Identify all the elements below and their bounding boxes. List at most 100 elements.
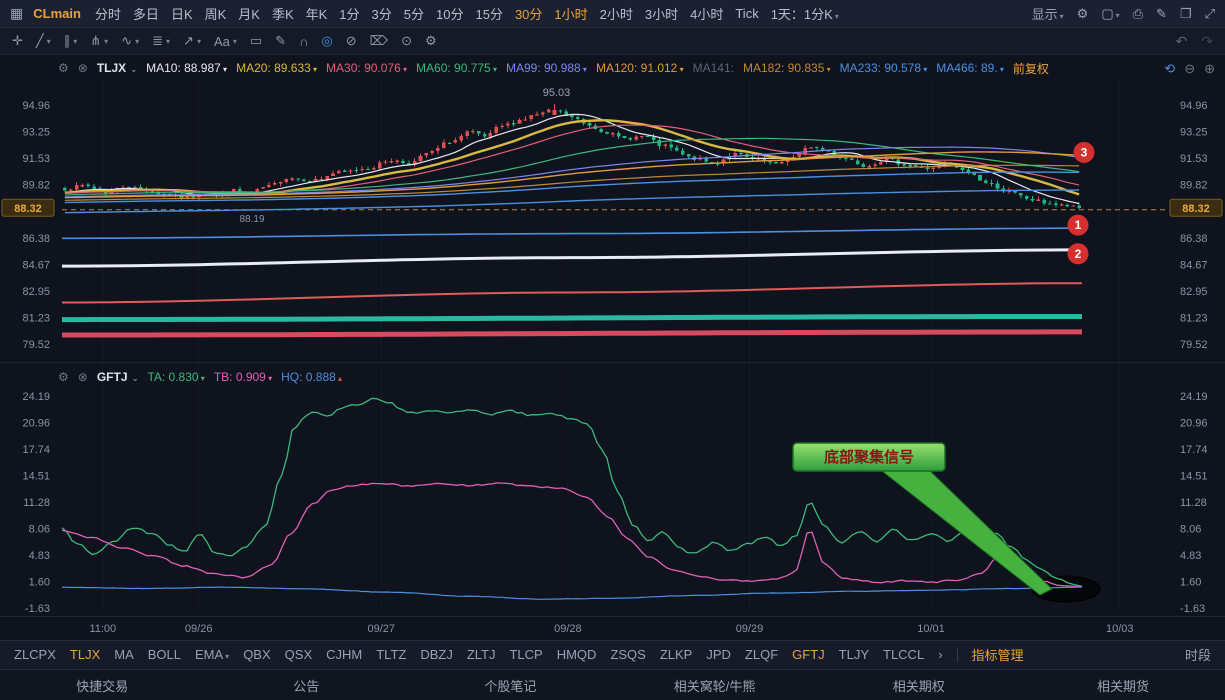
indicator-tab-19[interactable]: TLJY <box>839 647 869 662</box>
timeframe-item-4[interactable]: 周K <box>205 4 227 23</box>
brush-tool[interactable]: ✎ <box>275 33 286 49</box>
draw-mode-tool[interactable]: ◎ <box>321 33 332 49</box>
timeframe-item-5[interactable]: 月K <box>238 4 260 23</box>
magnet-tool[interactable]: ∩ <box>299 34 308 49</box>
indicator-tab-5[interactable]: EMA▾ <box>195 647 229 662</box>
adjust-mode-label[interactable]: 前复权 <box>1013 60 1049 77</box>
tabs-more-chevron[interactable]: › <box>938 647 942 662</box>
ma-readout-4[interactable]: MA60: 90.775 ▾ <box>416 61 497 75</box>
ma-readout-6[interactable]: MA120: 91.012 ▾ <box>596 61 684 75</box>
undo-icon[interactable]: ↶ <box>1176 33 1188 50</box>
ma-readout-3[interactable]: MA30: 90.076 ▾ <box>326 61 407 75</box>
delete-drawings-tool[interactable]: ⌦ <box>370 33 388 49</box>
indicator-tab-3[interactable]: MA <box>114 647 134 662</box>
ma-readout-2[interactable]: MA20: 89.633 ▾ <box>236 61 317 75</box>
timeframe-item-7[interactable]: 年K <box>306 4 328 23</box>
gftj-readout-2[interactable]: TB: 0.909 ▾ <box>214 370 272 384</box>
indicator-tab-13[interactable]: HMQD <box>557 647 597 662</box>
indicator-tab-22[interactable]: 指标管理 <box>972 645 1024 664</box>
multi-panel-icon[interactable]: ❐ <box>1180 6 1192 22</box>
price-indicator-name[interactable]: TLJX ⌄ <box>97 61 137 75</box>
timeframe-item-1[interactable]: 分时 <box>95 4 121 23</box>
status-quick-trade[interactable]: 快捷交易 <box>0 676 204 695</box>
price-y-axis[interactable]: 94.9694.9693.2593.2591.5391.5389.8289.82… <box>22 100 1207 351</box>
indicator-tab-18[interactable]: GFTJ <box>792 647 825 662</box>
panel-settings-icon[interactable]: ⚙ <box>58 370 69 384</box>
trendline-tool[interactable]: ╱▾ <box>36 33 51 49</box>
panel-remove-icon[interactable]: ⊗ <box>78 370 88 384</box>
chart-canvas[interactable]: 94.9694.9693.2593.2591.5391.5389.8289.82… <box>0 55 1225 640</box>
indicator-tab-7[interactable]: QSX <box>285 647 312 662</box>
maximize-panel-icon[interactable]: ⊕ <box>1204 61 1215 77</box>
timeframe-item-18[interactable]: Tick <box>735 6 758 21</box>
timeframe-item-14[interactable]: 1小时 <box>554 4 587 23</box>
hide-drawings-tool[interactable]: ⊘ <box>346 33 357 49</box>
indicator-tab-11[interactable]: ZLTJ <box>467 647 496 662</box>
indicator-tab-15[interactable]: ZLKP <box>660 647 693 662</box>
ma-readout-8[interactable]: MA182: 90.835 ▾ <box>743 61 831 75</box>
shapes-tool[interactable]: ≣▾ <box>152 33 170 49</box>
status-futures[interactable]: 相关期货 <box>1021 676 1225 695</box>
status-warrants-cbbc[interactable]: 相关窝轮/牛熊 <box>613 676 817 695</box>
arrow-mark-tool[interactable]: ↗▾ <box>183 33 201 49</box>
channel-tool[interactable]: ∥▾ <box>64 33 78 49</box>
ma-readout-7[interactable]: MA141: <box>693 61 734 75</box>
timeframe-item-17[interactable]: 4小时 <box>690 4 723 23</box>
draw-edit-icon[interactable]: ✎ <box>1156 6 1167 22</box>
symbol-label[interactable]: CLmain <box>33 6 81 21</box>
timeframe-item-6[interactable]: 季K <box>272 4 294 23</box>
text-tool[interactable]: Aa▾ <box>214 34 237 49</box>
ma-readout-1[interactable]: MA10: 88.987 ▾ <box>146 61 227 75</box>
compare-tool[interactable]: ⊙ <box>401 33 412 49</box>
indicator-tab-16[interactable]: JPD <box>706 647 731 662</box>
indicator-tab-4[interactable]: BOLL <box>148 647 181 662</box>
gftj-readout-3[interactable]: HQ: 0.888 ▴ <box>281 370 342 384</box>
timeframe-item-19[interactable]: 1天：1分K▾ <box>771 4 839 23</box>
panel-remove-icon[interactable]: ⊗ <box>78 61 88 75</box>
indicator-tab-12[interactable]: TLCP <box>509 647 542 662</box>
settings-gear-icon[interactable]: ⚙ <box>1077 6 1089 22</box>
timeframe-item-2[interactable]: 多日 <box>133 4 159 23</box>
timeframe-item-10[interactable]: 5分 <box>404 4 424 23</box>
timeframe-item-13[interactable]: 30分 <box>515 4 542 23</box>
timeframe-item-11[interactable]: 10分 <box>436 4 463 23</box>
redo-icon[interactable]: ↷ <box>1201 33 1213 50</box>
move-tool[interactable]: ✛ <box>12 33 23 49</box>
app-logo-icon[interactable]: ▦ <box>10 5 23 22</box>
timeframe-item-12[interactable]: 15分 <box>475 4 502 23</box>
sub-indicator-name[interactable]: GFTJ ⌄ <box>97 370 139 384</box>
reset-zoom-icon[interactable]: ⟲ <box>1164 61 1175 77</box>
timeframe-item-9[interactable]: 3分 <box>372 4 392 23</box>
indicator-tab-6[interactable]: QBX <box>243 647 270 662</box>
status-options[interactable]: 相关期权 <box>817 676 1021 695</box>
pitchfork-tool[interactable]: ⋔▾ <box>90 33 108 49</box>
layout-select[interactable]: ▢▾ <box>1101 6 1119 22</box>
gftj-readout-1[interactable]: TA: 0.830 ▾ <box>147 370 204 384</box>
indicator-tab-2[interactable]: TLJX <box>70 647 100 662</box>
collapse-panel-icon[interactable]: ⊖ <box>1184 61 1195 77</box>
timeframe-item-8[interactable]: 1分 <box>339 4 359 23</box>
screenshot-camera-icon[interactable]: ⎙ <box>1133 6 1143 22</box>
comment-tool[interactable]: ▭ <box>250 33 262 49</box>
indicator-tab-9[interactable]: TLTZ <box>376 647 406 662</box>
indicator-tab-8[interactable]: CJHM <box>326 647 362 662</box>
indicator-tab-14[interactable]: ZSQS <box>610 647 645 662</box>
draw-settings-tool[interactable]: ⚙ <box>425 33 437 49</box>
indicator-tab-17[interactable]: ZLQF <box>745 647 778 662</box>
status-announcements[interactable]: 公告 <box>204 676 408 695</box>
display-dropdown[interactable]: 显示▾ <box>1032 4 1064 23</box>
ma-readout-5[interactable]: MA99: 90.988 ▾ <box>506 61 587 75</box>
status-stock-notes[interactable]: 个股笔记 <box>408 676 612 695</box>
timeframe-item-15[interactable]: 2小时 <box>600 4 633 23</box>
indicator-tab-10[interactable]: DBZJ <box>420 647 453 662</box>
fullscreen-icon[interactable]: ⤢ <box>1205 6 1215 22</box>
timeframe-item-16[interactable]: 3小时 <box>645 4 678 23</box>
timeframe-item-3[interactable]: 日K <box>171 4 193 23</box>
panel-settings-icon[interactable]: ⚙ <box>58 61 69 75</box>
indicator-tab-20[interactable]: TLCCL <box>883 647 924 662</box>
ma-readout-10[interactable]: MA466: 89. ▾ <box>936 61 1004 75</box>
indicator-tab-1[interactable]: ZLCPX <box>14 647 56 662</box>
session-label[interactable]: 时段 <box>1185 645 1211 664</box>
ma-readout-9[interactable]: MA233: 90.578 ▾ <box>840 61 928 75</box>
wave-tool[interactable]: ∿▾ <box>121 33 139 49</box>
